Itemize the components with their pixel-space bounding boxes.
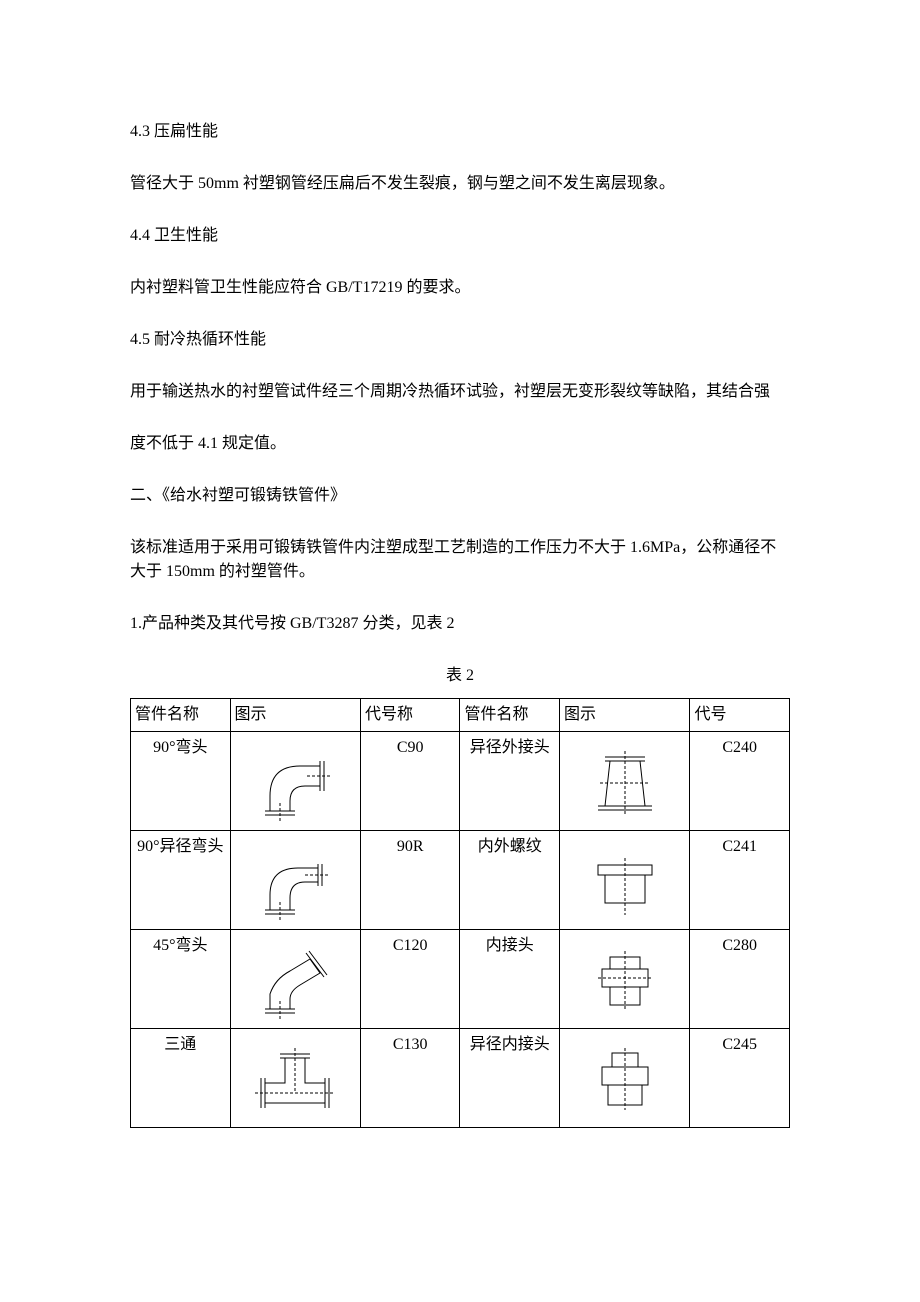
fitting-name: 45°弯头 xyxy=(131,930,231,1029)
table-row: 三通 C130异径内接头 C245 xyxy=(131,1029,790,1128)
fitting-code: C120 xyxy=(360,930,460,1029)
fitting-name: 三通 xyxy=(131,1029,231,1128)
fitting-diagram xyxy=(230,831,360,930)
fitting-name: 异径外接头 xyxy=(460,732,560,831)
elbow90-icon xyxy=(250,741,340,821)
section-heading-4-5: 4.5 耐冷热循环性能 xyxy=(130,328,790,352)
table-row: 90°异径弯头 90R内外螺纹 C241 xyxy=(131,831,790,930)
fitting-code: C130 xyxy=(360,1029,460,1128)
fitting-code: C240 xyxy=(690,732,790,831)
body-text: 度不低于 4.1 规定值。 xyxy=(130,432,790,456)
fitting-code: 90R xyxy=(360,831,460,930)
fitting-diagram xyxy=(560,831,690,930)
table-row: 45°弯头 C120内接头 C280 xyxy=(131,930,790,1029)
fitting-code: C241 xyxy=(690,831,790,930)
fitting-diagram xyxy=(230,1029,360,1128)
fitting-name: 90°弯头 xyxy=(131,732,231,831)
col-header-diagram2: 图示 xyxy=(560,699,690,732)
table-header-row: 管件名称 图示 代号称 管件名称 图示 代号 xyxy=(131,699,790,732)
body-text: 用于输送热水的衬塑管试件经三个周期冷热循环试验，衬塑层无变形裂纹等缺陷，其结合强 xyxy=(130,380,790,404)
fitting-diagram xyxy=(230,732,360,831)
fitting-name: 90°异径弯头 xyxy=(131,831,231,930)
fitting-code: C280 xyxy=(690,930,790,1029)
elbow45-icon xyxy=(250,939,340,1019)
col-header-diagram1: 图示 xyxy=(230,699,360,732)
body-text: 管径大于 50mm 衬塑钢管经压扁后不发生裂痕，钢与塑之间不发生离层现象。 xyxy=(130,172,790,196)
tee-icon xyxy=(250,1038,340,1118)
col-header-code1: 代号称 xyxy=(360,699,460,732)
fitting-code: C245 xyxy=(690,1029,790,1128)
elbow90r-icon xyxy=(250,840,340,920)
reducer-ext-icon xyxy=(580,741,670,821)
coupling-icon xyxy=(580,939,670,1019)
nipple-icon xyxy=(580,840,670,920)
fitting-name: 异径内接头 xyxy=(460,1029,560,1128)
table-caption: 表 2 xyxy=(130,664,790,688)
table-row: 90°弯头 C90异径外接头 C240 xyxy=(131,732,790,831)
fitting-name: 内外螺纹 xyxy=(460,831,560,930)
col-header-name1: 管件名称 xyxy=(131,699,231,732)
fitting-name: 内接头 xyxy=(460,930,560,1029)
body-text: 内衬塑料管卫生性能应符合 GB/T17219 的要求。 xyxy=(130,276,790,300)
body-text: 1.产品种类及其代号按 GB/T3287 分类，见表 2 xyxy=(130,612,790,636)
section-heading-4-3: 4.3 压扁性能 xyxy=(130,120,790,144)
body-text: 该标准适用于采用可锻铸铁管件内注塑成型工艺制造的工作压力不大于 1.6MPa，公… xyxy=(130,536,790,584)
fitting-diagram xyxy=(560,732,690,831)
fitting-diagram xyxy=(230,930,360,1029)
section-heading-4-4: 4.4 卫生性能 xyxy=(130,224,790,248)
section-heading-2: 二、《给水衬塑可锻铸铁管件》 xyxy=(130,484,790,508)
reducer-int-icon xyxy=(580,1038,670,1118)
fitting-code: C90 xyxy=(360,732,460,831)
fitting-diagram xyxy=(560,930,690,1029)
fitting-diagram xyxy=(560,1029,690,1128)
col-header-code2: 代号 xyxy=(690,699,790,732)
col-header-name2: 管件名称 xyxy=(460,699,560,732)
fittings-table: 管件名称 图示 代号称 管件名称 图示 代号 90°弯头 C90异径外接头 C240… xyxy=(130,698,790,1128)
